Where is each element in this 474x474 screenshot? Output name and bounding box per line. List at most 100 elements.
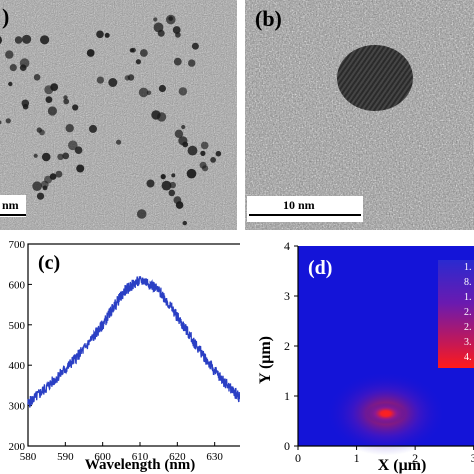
nanoparticle xyxy=(160,174,166,180)
nanoparticle xyxy=(40,35,50,45)
nanoparticle xyxy=(171,173,176,178)
colorbar-label: 2. xyxy=(464,322,472,333)
nanoparticle xyxy=(9,64,17,72)
nanoparticle xyxy=(138,87,149,98)
nanoparticle xyxy=(96,76,104,84)
y-tick-label-d: 3 xyxy=(284,289,290,303)
nanoparticle xyxy=(153,17,158,22)
nanoparticle xyxy=(55,170,63,178)
colorbar-label: 8. xyxy=(464,277,472,288)
x-tick-label-c: 620 xyxy=(169,451,186,463)
nanoparticle xyxy=(104,32,110,38)
x-tick-label-d: 3 xyxy=(471,451,474,465)
nanoparticle xyxy=(129,48,135,53)
nanoparticle xyxy=(173,57,182,66)
tem-image-b: (b) 10 nm xyxy=(245,0,474,230)
nanoparticle xyxy=(181,124,186,130)
nanoparticle xyxy=(86,49,95,57)
scale-box-a xyxy=(0,195,26,217)
colorbar xyxy=(438,260,474,368)
tem-image-b-texture xyxy=(245,0,474,230)
nanoparticle xyxy=(182,141,189,148)
y-tick-label-c: 300 xyxy=(9,401,26,413)
nanoparticle xyxy=(33,74,41,81)
y-tick-label-d: 1 xyxy=(284,389,290,403)
x-axis-label-d: X (μm) xyxy=(378,457,427,474)
y-tick-label-c: 600 xyxy=(9,279,26,291)
tem-image-a-texture xyxy=(0,0,237,230)
nanoparticle xyxy=(175,32,181,38)
nanoparticle xyxy=(44,85,54,95)
nanoparticle xyxy=(5,118,11,124)
nanoparticle xyxy=(22,34,32,44)
nanoparticle xyxy=(172,26,181,34)
nanoparticle xyxy=(33,153,38,158)
nanoparticle xyxy=(161,180,172,191)
colorbar-label: 2. xyxy=(464,307,472,318)
x-tick-label-d: 1 xyxy=(354,451,360,465)
nanoparticle xyxy=(136,209,147,219)
y-tick-label-c: 400 xyxy=(9,360,26,372)
colorbar-label: 4. xyxy=(464,352,472,363)
nanoparticle xyxy=(168,189,176,197)
nanoparticle xyxy=(200,150,206,156)
colorbar-label: 1. xyxy=(464,262,472,273)
nanoparticle xyxy=(32,181,42,191)
x-tick-label-d: 0 xyxy=(295,451,301,465)
nanoparticle xyxy=(19,58,30,68)
nanoparticle xyxy=(124,75,131,81)
y-tick-label-d: 2 xyxy=(284,339,290,353)
nanoparticle xyxy=(5,50,14,59)
scale-box-b xyxy=(247,196,363,222)
nanoparticle xyxy=(178,87,188,96)
y-tick-label-c: 500 xyxy=(9,320,26,332)
nanoparticle xyxy=(57,153,64,160)
x-tick-label-c: 610 xyxy=(132,451,149,463)
nanoparticle xyxy=(63,95,68,100)
y-tick-label-c: 700 xyxy=(9,240,26,251)
x-tick-label-c: 630 xyxy=(206,451,223,463)
nanoparticle xyxy=(151,110,161,120)
nanoparticle xyxy=(44,175,53,184)
nanoparticle xyxy=(108,78,118,87)
nanoparticle xyxy=(174,129,184,138)
nanoparticle xyxy=(36,192,45,200)
nanoparticle xyxy=(68,140,78,151)
nanoparticle xyxy=(89,124,97,133)
x-axis-label-c: Wavelength (nm) xyxy=(85,457,195,473)
nanoparticle xyxy=(200,141,209,150)
nanoparticle xyxy=(158,84,166,93)
scale-bar-b xyxy=(249,214,361,216)
panel-d-label: (d) xyxy=(308,257,332,279)
y-axis-label-d: Y (μm) xyxy=(257,336,274,384)
nanoparticle xyxy=(41,152,51,162)
nanoparticle xyxy=(8,81,13,87)
nanoparticle xyxy=(215,150,222,157)
nanoparticle xyxy=(182,220,187,226)
nanoparticle xyxy=(63,98,70,105)
nanoparticle xyxy=(62,152,70,160)
nanoparticle xyxy=(153,22,164,33)
nanoparticle xyxy=(188,59,196,67)
nanoparticle xyxy=(74,146,83,154)
tem-image-a: ) nm xyxy=(0,0,237,230)
nanoparticle xyxy=(169,181,176,189)
nanoparticle xyxy=(210,157,217,163)
nanoparticle xyxy=(14,36,23,44)
nanoparticle xyxy=(0,36,2,45)
spectrum-line xyxy=(27,276,240,408)
nanoparticle xyxy=(65,124,74,133)
nanoparticle xyxy=(21,99,30,108)
x-tick-label-c: 580 xyxy=(20,451,37,463)
x-tick-label-c: 590 xyxy=(57,451,74,463)
nanoparticle xyxy=(36,127,42,133)
nanoparticle xyxy=(76,164,85,173)
nanoparticle xyxy=(72,104,79,111)
colorbar-label: 3. xyxy=(464,337,472,348)
panel-a-label: ) xyxy=(2,4,10,29)
nanocrystal xyxy=(337,45,413,111)
scale-label-b: 10 nm xyxy=(283,198,315,212)
nanoparticle xyxy=(199,161,207,169)
heatmap-hotspot xyxy=(365,402,406,425)
